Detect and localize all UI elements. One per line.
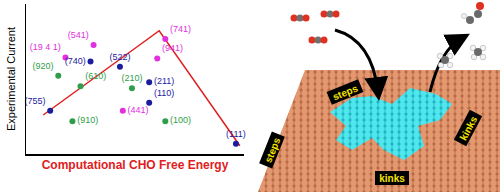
svg-text:(522): (522): [109, 52, 130, 62]
svg-text:steps: steps: [262, 136, 282, 165]
svg-text:(211): (211): [154, 76, 174, 86]
svg-text:steps: steps: [331, 82, 360, 102]
svg-text:(100): (100): [170, 115, 191, 125]
svg-text:(110): (110): [154, 88, 174, 98]
svg-text:(19 4 1): (19 4 1): [30, 42, 61, 52]
svg-text:(610): (610): [85, 71, 106, 81]
svg-text:Experimental Current: Experimental Current: [5, 27, 17, 131]
svg-text:(740): (740): [65, 56, 86, 66]
svg-text:kinks: kinks: [458, 114, 480, 142]
svg-text:(910): (910): [77, 115, 98, 125]
svg-text:(210): (210): [121, 73, 142, 83]
svg-text:(941): (941): [162, 43, 183, 53]
svg-text:kinks: kinks: [379, 173, 405, 184]
svg-text:Computational CHO Free Energy: Computational CHO Free Energy: [42, 158, 229, 172]
svg-text:(111): (111): [226, 129, 246, 139]
svg-text:(920): (920): [32, 61, 53, 71]
svg-text:(541): (541): [68, 30, 89, 40]
svg-text:(741): (741): [170, 24, 191, 34]
svg-text:(441): (441): [128, 105, 149, 115]
svg-text:(755): (755): [24, 96, 45, 106]
